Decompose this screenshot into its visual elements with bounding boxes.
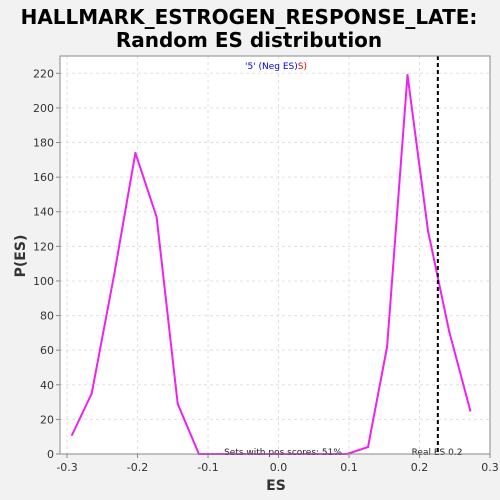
pos-scores-annotation: Sets with pos scores: 51%	[224, 448, 342, 458]
data-point	[386, 345, 389, 348]
x-tick-label: 0.0	[270, 461, 288, 474]
data-point	[176, 402, 179, 405]
data-point	[134, 151, 137, 154]
y-tick-label: 220	[33, 67, 54, 80]
y-tick-label: 0	[47, 448, 54, 461]
y-axis: 0 20 40 60 80 100 120 140 160 180 200 220	[33, 67, 60, 461]
legend: '5' (Neg ES)S)	[245, 62, 307, 72]
y-tick-label: 20	[40, 413, 54, 426]
data-point	[426, 229, 429, 232]
y-tick-label: 40	[40, 379, 54, 392]
y-tick-label: 100	[33, 275, 54, 288]
x-tick-label: 0.1	[340, 461, 358, 474]
data-point	[90, 392, 93, 395]
x-tick-label: -0.3	[56, 461, 77, 474]
x-tick-label: -0.2	[127, 461, 148, 474]
y-tick-label: 60	[40, 344, 54, 357]
data-point	[448, 330, 451, 333]
x-tick-label: 0.3	[481, 461, 499, 474]
x-axis-label: ES	[266, 478, 286, 494]
chart-subtitle: Random ES distribution	[116, 28, 382, 52]
legend-pos-label: S)	[298, 62, 307, 72]
plot-area	[60, 56, 490, 454]
data-point	[155, 215, 158, 218]
y-tick-label: 120	[33, 240, 54, 253]
y-axis-label: P(ES)	[13, 235, 29, 278]
y-tick-label: 160	[33, 171, 54, 184]
data-point	[70, 433, 73, 436]
y-tick-label: 180	[33, 137, 54, 150]
plot-frame	[59, 55, 491, 455]
legend-middle: )	[294, 62, 298, 72]
legend-prefix: '5' (	[245, 62, 262, 72]
real-es-label: Real ES 0.2	[412, 448, 463, 458]
data-point	[367, 446, 370, 449]
chart-title: HALLMARK_ESTROGEN_RESPONSE_LATE:	[21, 5, 478, 29]
data-point	[406, 74, 409, 77]
y-tick-label: 200	[33, 102, 54, 115]
data-point	[469, 409, 472, 412]
data-point	[113, 273, 116, 276]
y-tick-label: 80	[40, 310, 54, 323]
x-tick-label: 0.2	[411, 461, 429, 474]
legend-neg-label: Neg ES	[262, 62, 295, 72]
y-tick-label: 140	[33, 206, 54, 219]
x-tick-label: -0.1	[197, 461, 218, 474]
